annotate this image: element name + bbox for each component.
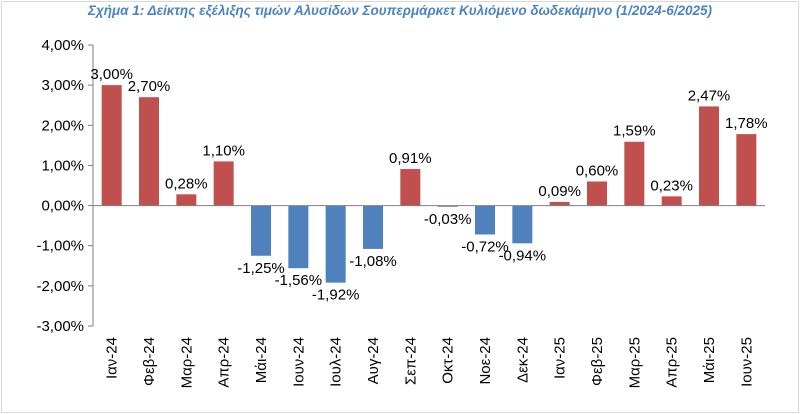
data-label: 2,47% [688,87,731,104]
x-tick-label: Αυγ-24 [365,337,382,384]
bar-Φεβ-24 [139,97,159,206]
x-tick-label: Ιαν-25 [552,337,569,379]
x-tick-label: Φεβ-25 [589,337,606,386]
y-tick-label: -3,00% [36,318,84,335]
bar-Απρ-24 [213,161,234,206]
bar-Αυγ-24 [363,205,383,249]
data-label: 0,23% [650,177,693,194]
x-tick-label: Νοε-24 [477,337,494,385]
y-tick-label: 4,00% [41,37,84,54]
y-tick-label: 1,00% [41,157,84,174]
x-tick-label: Ιουν-25 [738,337,755,387]
bar-Ιουν-24 [288,205,309,269]
bar-Οκτ-24 [437,205,458,207]
data-label: -1,56% [275,272,323,289]
data-label: 1,78% [725,115,768,132]
y-tick-label: 2,00% [41,117,84,134]
y-tick-label: 3,00% [41,77,84,94]
y-tick-label: -1,00% [36,238,84,255]
bar-Μάι-24 [251,205,271,256]
data-label: -0,94% [499,247,547,264]
bar-Μαρ-25 [624,141,645,206]
x-tick-label: Απρ-24 [216,337,233,388]
data-label: 1,10% [202,142,245,159]
bar-Ιουν-25 [736,134,757,206]
x-tick-label: Μαρ-24 [178,337,195,388]
y-tick-label: -2,00% [36,278,84,295]
bar-Απρ-25 [661,196,682,206]
data-label: 1,59% [613,123,656,140]
bar-Σεπ-24 [400,169,421,206]
data-label: 0,60% [576,162,619,179]
x-tick-label: Σεπ-24 [402,337,419,385]
bar-Δεκ-24 [512,205,533,244]
x-tick-label: Φεβ-24 [141,337,158,386]
x-tick-label: Μάι-25 [701,337,718,383]
x-tick-label: Απρ-25 [664,337,681,388]
data-label: -0,72% [461,238,509,255]
bar-Ιαν-24 [101,85,122,206]
data-label: 2,70% [128,78,171,95]
data-label: 3,00% [90,66,133,83]
data-label: -1,08% [349,253,397,270]
x-tick-label: Ιουν-24 [290,337,307,387]
data-label: 0,91% [389,150,432,167]
data-label: 0,28% [165,175,208,192]
bar-Ιουλ-24 [325,205,346,283]
bar-Μαρ-24 [176,194,197,206]
x-tick-label: Ιουλ-24 [328,337,345,387]
x-tick-label: Μαρ-25 [626,337,643,388]
bar-Φεβ-25 [587,181,607,206]
data-label: 0,09% [538,183,581,200]
data-label: -1,25% [237,260,285,277]
chart-title: Σχήμα 1: Δείκτης εξέλιξης τιμών Αλυσίδων… [87,3,713,18]
x-tick-label: Δεκ-24 [514,337,531,383]
x-tick-label: Οκτ-24 [440,337,457,384]
data-label: -1,92% [312,287,360,304]
bar-Νοε-24 [475,205,495,235]
bar-Μάι-25 [699,106,719,206]
bar-Ιαν-25 [549,201,570,206]
y-tick-label: 0,00% [41,198,84,215]
x-tick-label: Μάι-24 [253,337,270,383]
data-label: -0,03% [424,211,472,228]
x-tick-label: Ιαν-24 [104,337,121,379]
